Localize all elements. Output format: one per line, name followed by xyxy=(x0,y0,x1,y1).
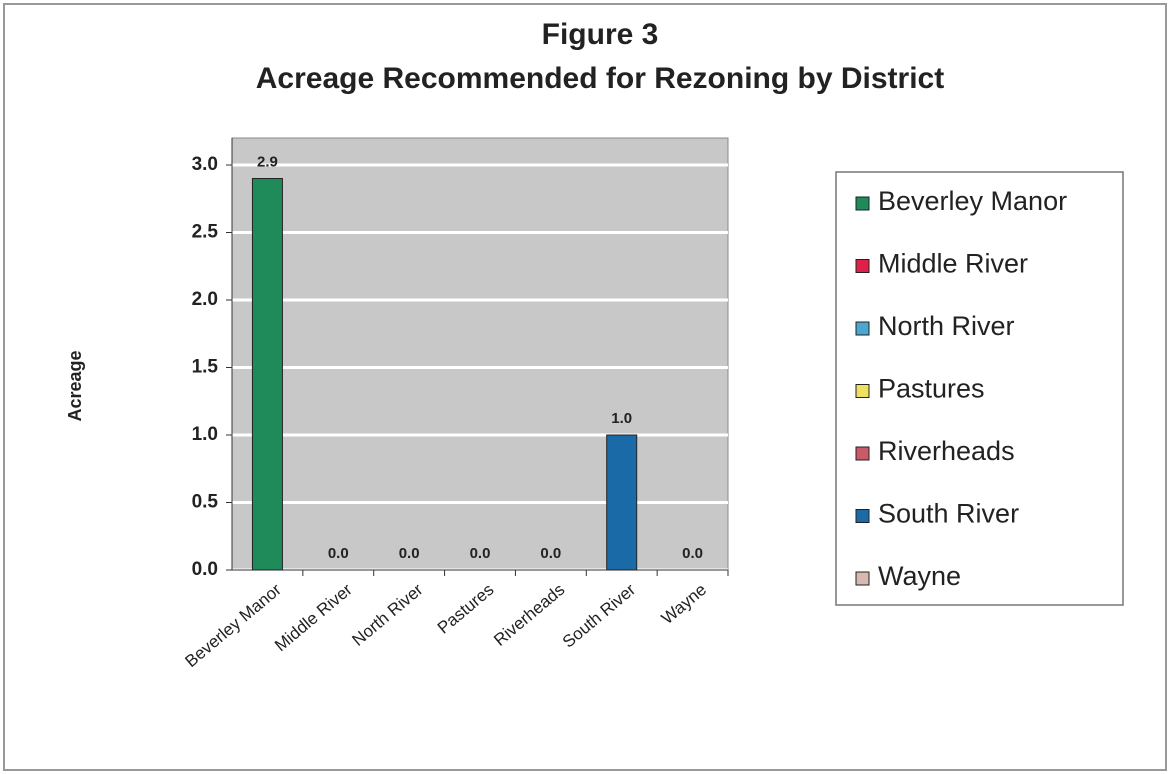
legend-label: North River xyxy=(878,311,1015,341)
legend-label: Middle River xyxy=(878,249,1028,279)
legend-swatch xyxy=(855,509,870,523)
legend-box xyxy=(835,171,1124,606)
legend-swatch xyxy=(855,571,870,586)
legend-label: South River xyxy=(878,499,1019,529)
data-label: 0.0 xyxy=(328,545,349,562)
chart-subtitle: Acreage Recommended for Rezoning by Dist… xyxy=(256,62,944,95)
data-label: 0.0 xyxy=(682,545,703,562)
legend-swatch xyxy=(855,321,870,336)
plot-area xyxy=(231,137,729,571)
y-tick-label: 2.0 xyxy=(192,289,218,310)
y-tick-label: 0.5 xyxy=(192,492,219,513)
legend-label: Riverheads xyxy=(878,436,1015,466)
chart-title: Figure 3 xyxy=(542,18,659,51)
data-label: 0.0 xyxy=(540,545,561,562)
y-axis-label: Acreage xyxy=(65,350,85,421)
data-label: 2.9 xyxy=(257,153,278,170)
legend-label: Pastures xyxy=(878,374,985,404)
data-label: 0.0 xyxy=(470,545,491,562)
bar xyxy=(606,434,638,571)
legend-label: Wayne xyxy=(878,561,961,591)
bar xyxy=(251,178,283,571)
y-tick-label: 3.0 xyxy=(192,154,218,175)
y-tick-label: 1.5 xyxy=(192,357,219,378)
legend-label: Beverley Manor xyxy=(878,186,1067,216)
legend-swatch xyxy=(855,259,870,273)
y-tick-label: 1.0 xyxy=(192,424,218,445)
data-label: 0.0 xyxy=(399,545,420,562)
data-label: 1.0 xyxy=(611,410,632,427)
y-tick-label: 2.5 xyxy=(192,222,219,243)
legend-swatch xyxy=(855,196,870,211)
legend-swatch xyxy=(855,446,870,461)
y-tick-label: 0.0 xyxy=(192,559,218,580)
legend-swatch xyxy=(855,384,870,398)
